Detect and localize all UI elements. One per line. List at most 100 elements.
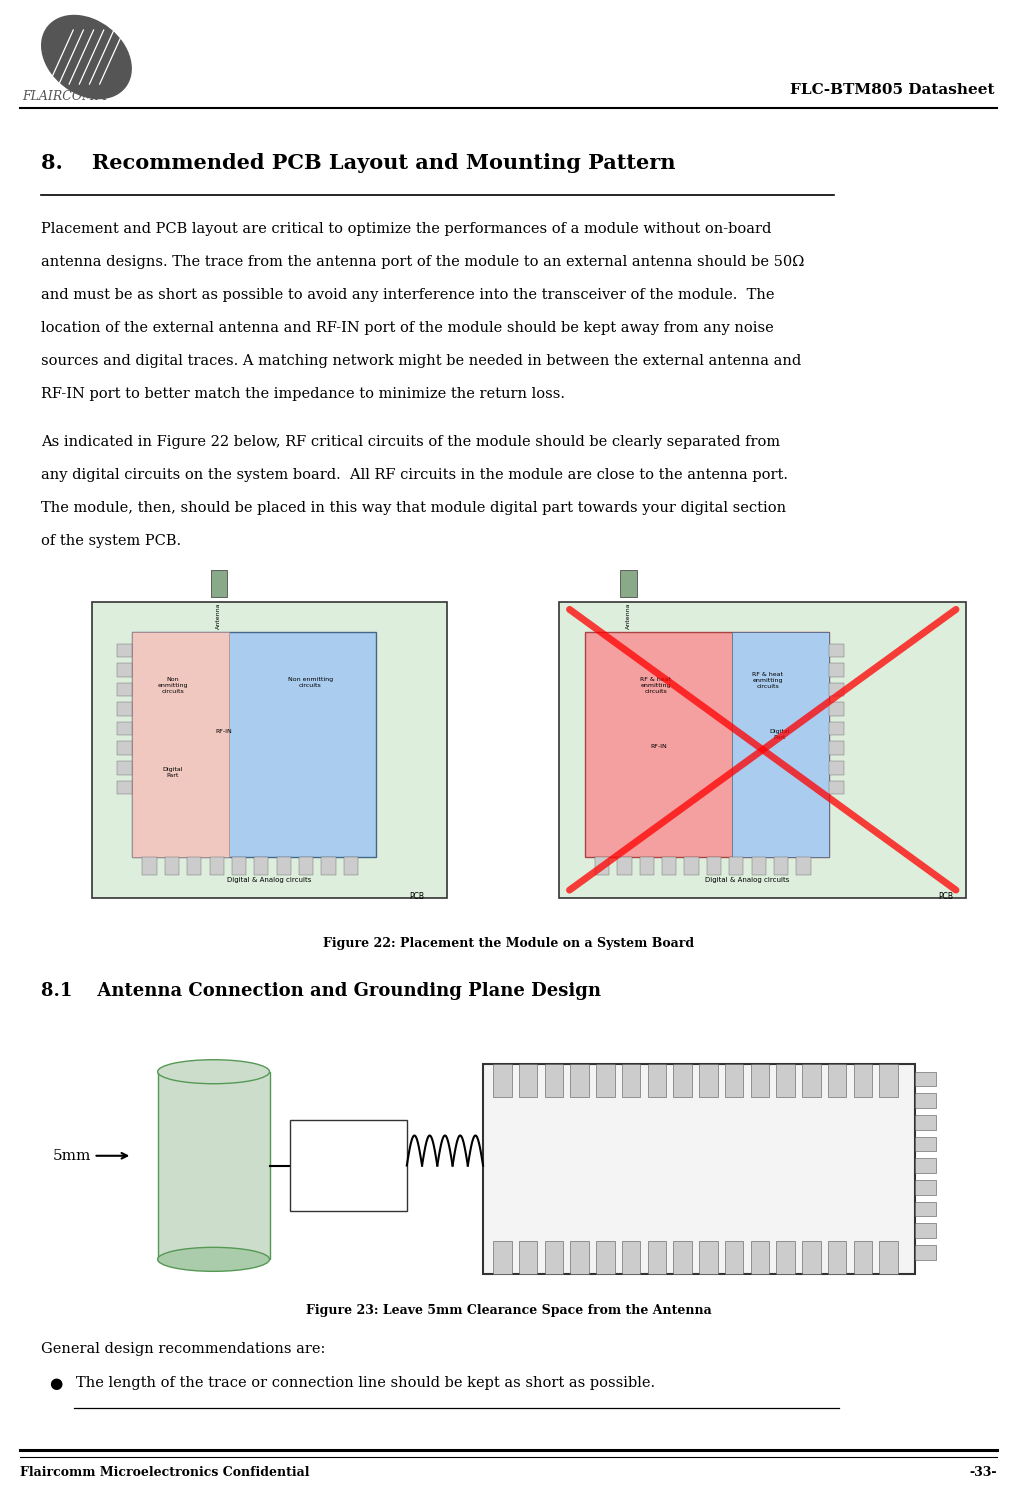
Text: Digital & Analog circuits: Digital & Analog circuits <box>706 877 789 883</box>
Bar <box>640 857 654 875</box>
Bar <box>684 857 699 875</box>
Bar <box>829 702 844 716</box>
Text: and must be as short as possible to avoid any interference into the transceiver : and must be as short as possible to avoi… <box>41 288 774 302</box>
Bar <box>853 1241 872 1274</box>
Bar <box>117 722 132 735</box>
Bar <box>232 857 246 875</box>
Bar <box>117 741 132 755</box>
Bar <box>776 1241 795 1274</box>
Text: -33-: -33- <box>969 1466 997 1480</box>
FancyBboxPatch shape <box>585 632 829 857</box>
Bar <box>545 1241 563 1274</box>
Text: PCB: PCB <box>939 892 953 901</box>
Bar <box>648 1241 666 1274</box>
Text: RF & heat
enmitting
circuits: RF & heat enmitting circuits <box>753 672 783 689</box>
Bar <box>117 644 132 657</box>
Bar <box>915 1202 936 1216</box>
Bar <box>299 857 313 875</box>
Text: Digital
Part: Digital Part <box>163 767 183 778</box>
Bar <box>344 857 358 875</box>
FancyBboxPatch shape <box>92 602 447 898</box>
Text: Non
enmitting
circuits: Non enmitting circuits <box>158 677 188 693</box>
Bar <box>700 1241 718 1274</box>
Bar <box>796 857 811 875</box>
Bar <box>729 857 743 875</box>
Bar <box>596 1241 614 1274</box>
Text: General design recommendations are:: General design recommendations are: <box>41 1342 325 1355</box>
Bar <box>829 644 844 657</box>
FancyBboxPatch shape <box>620 570 637 597</box>
Text: Antenna: Antenna <box>217 602 221 629</box>
Text: Figure 23: Leave 5mm Clearance Space from the Antenna: Figure 23: Leave 5mm Clearance Space fro… <box>306 1304 711 1318</box>
Bar <box>254 857 268 875</box>
Bar <box>828 1064 846 1097</box>
Text: RF-IN: RF-IN <box>216 729 232 734</box>
Bar <box>673 1241 692 1274</box>
Bar <box>774 857 788 875</box>
Bar <box>622 1064 641 1097</box>
Ellipse shape <box>42 15 131 99</box>
Bar <box>622 1241 641 1274</box>
Bar <box>828 1241 846 1274</box>
Text: Matching
Network: Matching Network <box>321 1154 375 1177</box>
Bar <box>673 1064 692 1097</box>
Bar <box>321 857 336 875</box>
Bar <box>725 1064 743 1097</box>
Bar <box>725 1241 743 1274</box>
Bar <box>829 781 844 794</box>
Text: of the system PCB.: of the system PCB. <box>41 534 181 548</box>
FancyBboxPatch shape <box>559 602 966 898</box>
Text: sources and digital traces. A matching network might be needed in between the ex: sources and digital traces. A matching n… <box>41 354 801 368</box>
Text: Placement and PCB layout are critical to optimize the performances of a module w: Placement and PCB layout are critical to… <box>41 222 771 236</box>
Text: Figure 22: Placement the Module on a System Board: Figure 22: Placement the Module on a Sys… <box>323 937 694 950</box>
FancyBboxPatch shape <box>211 570 227 597</box>
Ellipse shape <box>158 1060 270 1084</box>
Bar <box>802 1064 821 1097</box>
Bar <box>751 1241 769 1274</box>
Bar <box>617 857 632 875</box>
Text: Non enmitting
circuits: Non enmitting circuits <box>288 677 333 687</box>
Bar <box>545 1064 563 1097</box>
Bar <box>915 1223 936 1238</box>
Text: location of the external antenna and RF-IN port of the module should be kept awa: location of the external antenna and RF-… <box>41 321 774 335</box>
Bar <box>776 1064 795 1097</box>
Bar <box>662 857 676 875</box>
Text: Antenna: Antenna <box>189 1159 238 1172</box>
FancyBboxPatch shape <box>158 1072 270 1259</box>
Bar <box>751 1064 769 1097</box>
Text: PCB: PCB <box>410 892 424 901</box>
Bar <box>165 857 179 875</box>
Bar <box>880 1064 898 1097</box>
Bar <box>853 1064 872 1097</box>
FancyBboxPatch shape <box>132 632 229 857</box>
Bar <box>915 1136 936 1151</box>
Bar <box>142 857 157 875</box>
Text: The length of the trace or connection line should be kept as short as possible.: The length of the trace or connection li… <box>76 1376 655 1390</box>
Text: Antenna: Antenna <box>626 602 631 629</box>
Bar <box>707 857 721 875</box>
Bar <box>829 761 844 775</box>
Bar <box>596 1064 614 1097</box>
Bar <box>519 1241 537 1274</box>
Bar <box>915 1246 936 1259</box>
Bar <box>829 722 844 735</box>
Bar <box>915 1180 936 1195</box>
Bar <box>700 1064 718 1097</box>
Bar <box>493 1241 512 1274</box>
Text: Flaircomm Microelectronics Confidential: Flaircomm Microelectronics Confidential <box>20 1466 310 1480</box>
Text: RF-IN: RF-IN <box>651 744 667 749</box>
Bar <box>915 1115 936 1130</box>
Bar <box>187 857 201 875</box>
Text: RF & heat
enmitting
circuits: RF & heat enmitting circuits <box>641 677 671 693</box>
Text: 8.    Recommended PCB Layout and Mounting Pattern: 8. Recommended PCB Layout and Mounting P… <box>41 153 675 173</box>
Bar <box>117 663 132 677</box>
Bar <box>915 1093 936 1108</box>
Bar <box>915 1159 936 1172</box>
Text: antenna designs. The trace from the antenna port of the module to an external an: antenna designs. The trace from the ante… <box>41 255 804 269</box>
Bar <box>802 1241 821 1274</box>
Text: 5mm: 5mm <box>53 1148 92 1163</box>
Bar <box>117 702 132 716</box>
Ellipse shape <box>158 1247 270 1271</box>
Bar <box>880 1241 898 1274</box>
Bar <box>210 857 224 875</box>
